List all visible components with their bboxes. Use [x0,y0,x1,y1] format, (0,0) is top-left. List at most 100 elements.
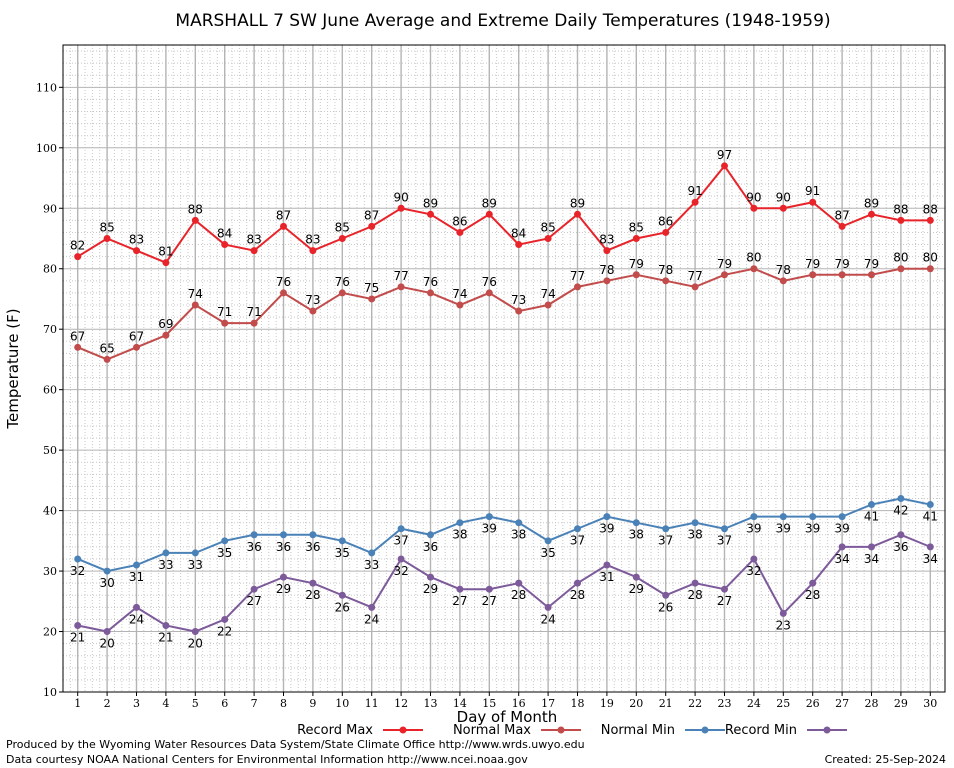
x-tick-label: 20 [629,697,643,710]
y-axis-label: Temperature (F) [4,308,22,429]
data-label: 82 [70,239,85,253]
data-point [133,343,140,351]
legend: Record Max Normal Max Normal Min Record Min [297,723,847,738]
legend-marker [399,726,407,734]
footer-data-courtesy: Data courtesy NOAA National Centers for … [6,753,528,766]
data-point [103,567,111,575]
data-label: 32 [393,564,408,578]
data-point [897,216,905,224]
x-tick-label: 29 [894,697,908,710]
data-point [250,247,258,255]
x-tick-label: 24 [747,697,761,710]
data-point [103,355,111,363]
data-label: 67 [129,329,144,343]
x-tick-label: 18 [571,697,585,710]
data-point [309,307,317,315]
data-point [691,198,699,206]
data-label: 36 [276,540,291,554]
data-point [427,531,434,539]
data-point [544,603,552,611]
data-point [691,283,699,291]
legend-label: Normal Max [453,723,531,738]
data-label: 39 [834,522,849,536]
data-label: 26 [335,600,350,614]
y-tick-label: 80 [43,263,57,276]
legend-marker [701,726,709,734]
data-label: 35 [540,546,555,560]
data-label: 20 [99,637,114,651]
data-label: 91 [687,184,702,198]
data-label: 38 [687,528,702,542]
data-label: 78 [776,263,791,277]
data-label: 31 [129,570,144,584]
legend-label: Record Min [725,723,797,738]
data-label: 71 [217,305,232,319]
x-tick-label: 12 [394,697,408,710]
data-point [809,513,817,521]
data-point [662,525,670,533]
data-label: 84 [511,227,526,241]
data-point [838,222,846,230]
data-point [838,543,846,551]
data-label: 79 [717,257,732,271]
data-point [750,204,758,212]
series-line [77,533,931,633]
data-point [280,573,287,581]
data-label: 27 [452,594,467,608]
x-tick-label: 5 [192,697,199,710]
data-label: 34 [923,552,938,566]
data-point [191,628,199,636]
data-point [427,210,434,218]
data-point [427,289,434,297]
footer-produced-by: Produced by the Wyoming Water Resources … [6,738,585,751]
data-point [250,319,258,327]
data-point [868,543,875,551]
data-label: 78 [599,263,614,277]
data-label: 28 [305,588,320,602]
data-point [133,603,140,611]
data-point [897,531,905,539]
data-label: 76 [423,275,438,289]
data-label: 80 [893,251,908,265]
data-label: 83 [305,233,320,247]
data-point [456,228,464,236]
data-point [632,234,640,242]
data-point [103,234,111,242]
data-label: 21 [158,630,173,644]
data-label: 39 [599,522,614,536]
data-label: 36 [893,540,908,554]
data-label: 33 [364,558,379,572]
data-label: 84 [217,227,232,241]
data-point [632,271,640,279]
data-point [809,271,817,279]
data-point [544,301,552,309]
data-label: 41 [864,510,879,524]
data-label: 24 [540,612,555,626]
data-label: 87 [276,208,291,222]
data-point [750,513,758,521]
data-label: 37 [570,534,585,548]
data-point [779,204,787,212]
data-label: 74 [452,287,467,301]
x-tick-label: 27 [835,697,849,710]
data-label: 75 [364,281,379,295]
data-point [162,621,170,629]
x-tick-label: 13 [424,697,438,710]
data-label: 24 [129,612,144,626]
series-normal-min: 32 30 31 33 33 35 36 36 36 35 33 37 36 38 39 38 35 37 39 38… [70,495,938,590]
data-point [309,247,317,255]
data-point [574,210,581,218]
data-label: 20 [188,637,203,651]
data-label: 23 [776,618,791,632]
data-point [456,301,464,309]
data-point [74,253,82,261]
data-point [691,579,699,587]
data-label: 85 [335,220,350,234]
data-label: 32 [70,564,85,578]
data-point [191,549,199,557]
x-tick-label: 23 [718,697,732,710]
data-label: 73 [305,293,320,307]
y-tick-label: 70 [43,323,57,336]
x-tick-label: 10 [335,697,349,710]
data-label: 89 [423,196,438,210]
